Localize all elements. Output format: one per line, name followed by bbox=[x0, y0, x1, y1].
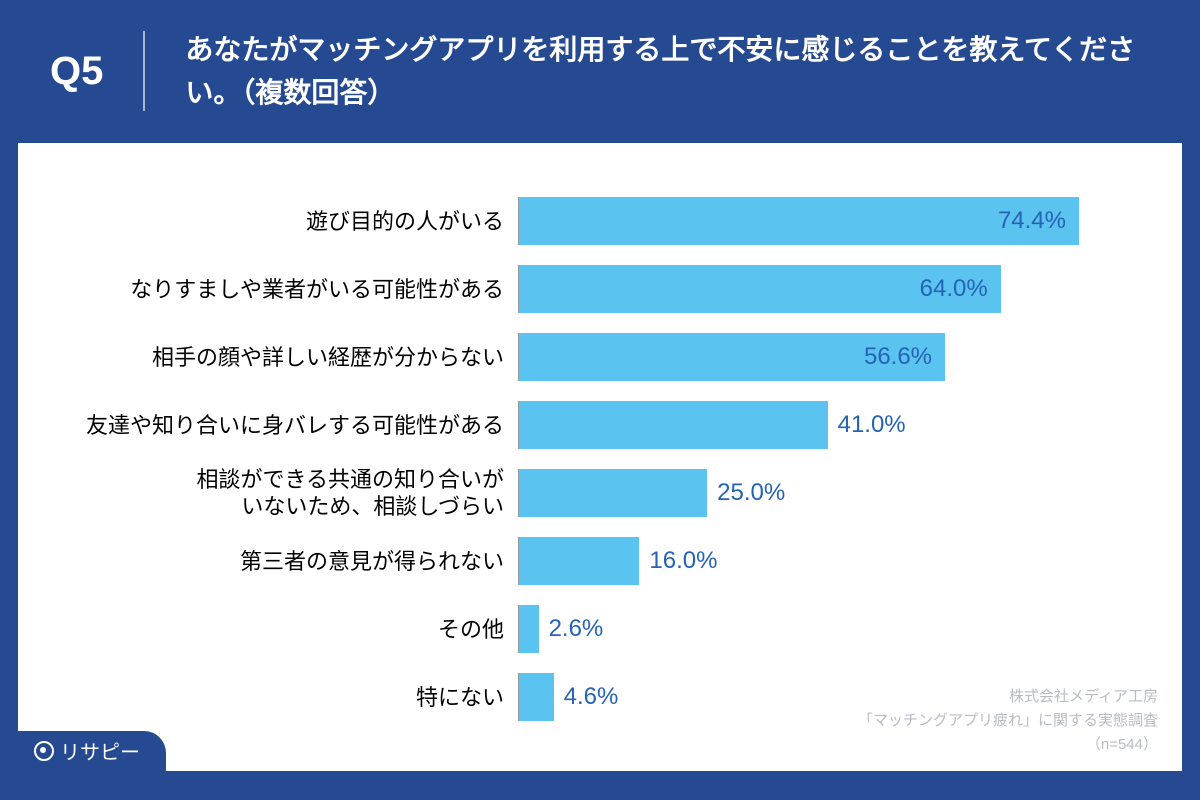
bar-value: 41.0% bbox=[838, 411, 906, 439]
footer-line-2: 「マッチングアプリ疲れ」に関する実態調査 bbox=[858, 709, 1158, 733]
header-divider bbox=[143, 31, 145, 111]
bar-label: 相手の顔や詳しい経歴が分からない bbox=[18, 344, 518, 372]
chart-container: 遊び目的の人がいる 74.4% なりすましや業者がいる可能性がある 64.0% 相手の顔… bbox=[18, 143, 1182, 771]
header: Q5 あなたがマッチングアプリを利用する上で不安に感じることを教えてください。（… bbox=[0, 0, 1200, 143]
bar-row: なりすましや業者がいる可能性がある 64.0% bbox=[18, 261, 1182, 318]
bar-area: 64.0% bbox=[518, 265, 1078, 313]
bar-label: 第三者の意見が得られない bbox=[18, 548, 518, 576]
bar-value: 25.0% bbox=[717, 479, 785, 507]
bar-row: 友達や知り合いに身バレする可能性がある 41.0% bbox=[18, 397, 1182, 454]
bar-label: 相談ができる共通の知り合いがいないため、相談しづらい bbox=[18, 466, 518, 521]
bar-label: なりすましや業者がいる可能性がある bbox=[18, 276, 518, 304]
source-footer: 株式会社メディア工房 「マッチングアプリ疲れ」に関する実態調査 （n=544） bbox=[858, 685, 1158, 757]
bar-row: その他 2.6% bbox=[18, 601, 1182, 658]
logo-icon bbox=[34, 741, 54, 761]
bar-area: 2.6% bbox=[518, 605, 1078, 653]
bar-value: 64.0% bbox=[920, 275, 988, 303]
bar-row: 相手の顔や詳しい経歴が分からない 56.6% bbox=[18, 329, 1182, 386]
bar-area: 16.0% bbox=[518, 537, 1078, 585]
bar-row: 相談ができる共通の知り合いがいないため、相談しづらい 25.0% bbox=[18, 465, 1182, 522]
bar-value: 56.6% bbox=[864, 343, 932, 371]
logo-text: リサピー bbox=[60, 736, 140, 765]
question-text: あなたがマッチングアプリを利用する上で不安に感じることを教えてください。（複数回… bbox=[185, 28, 1150, 115]
bar-value: 74.4% bbox=[998, 207, 1066, 235]
bar-value: 4.6% bbox=[564, 683, 619, 711]
bar-row: 第三者の意見が得られない 16.0% bbox=[18, 533, 1182, 590]
bar-area: 74.4% bbox=[518, 197, 1078, 245]
bar-area: 56.6% bbox=[518, 333, 1078, 381]
bar-label: 遊び目的の人がいる bbox=[18, 208, 518, 236]
bar-value: 2.6% bbox=[549, 615, 604, 643]
bar-fill bbox=[519, 401, 828, 449]
bar-fill bbox=[519, 673, 554, 721]
bar-label: 友達や知り合いに身バレする可能性がある bbox=[18, 412, 518, 440]
bar-label: 特にない bbox=[18, 684, 518, 712]
bar-fill bbox=[519, 605, 539, 653]
question-number: Q5 bbox=[50, 49, 143, 94]
footer-line-3: （n=544） bbox=[858, 733, 1158, 757]
bar-value: 16.0% bbox=[649, 547, 717, 575]
bar-label: その他 bbox=[18, 616, 518, 644]
bar-fill bbox=[519, 197, 1079, 245]
bar-row: 遊び目的の人がいる 74.4% bbox=[18, 193, 1182, 250]
footer-line-1: 株式会社メディア工房 bbox=[858, 685, 1158, 709]
bar-fill bbox=[519, 469, 707, 517]
bar-fill bbox=[519, 537, 639, 585]
bar-area: 25.0% bbox=[518, 469, 1078, 517]
bar-rows: 遊び目的の人がいる 74.4% なりすましや業者がいる可能性がある 64.0% 相手の顔… bbox=[18, 193, 1182, 726]
bar-area: 41.0% bbox=[518, 401, 1078, 449]
logo-tab: リサピー bbox=[18, 731, 166, 771]
